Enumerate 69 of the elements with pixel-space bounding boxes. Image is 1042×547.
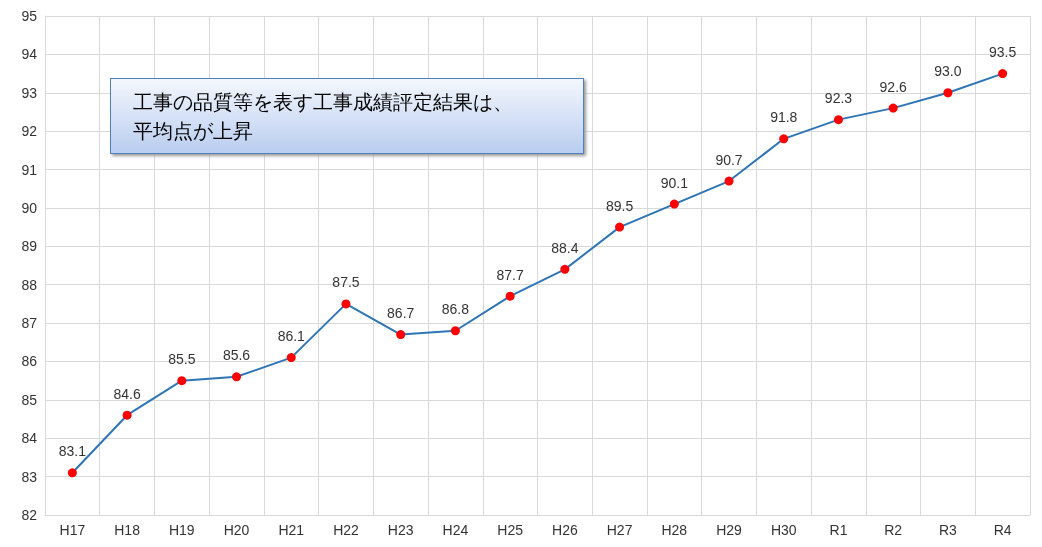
x-tick-label: H21	[278, 522, 305, 538]
point	[833, 115, 843, 125]
y-tick-label: 91	[21, 161, 38, 178]
point	[615, 222, 625, 232]
x-tick-label: H18	[114, 522, 141, 538]
x-tick-label: H27	[606, 522, 633, 538]
y-tick-label: 83	[21, 468, 38, 485]
x-tick-label: H17	[59, 522, 86, 538]
x-tick-label: H20	[223, 522, 250, 538]
point	[888, 103, 898, 113]
data-label: 87.7	[496, 266, 524, 283]
y-tick-label: 92	[21, 123, 38, 140]
point	[669, 199, 679, 209]
x-tick-label: H22	[333, 522, 360, 538]
data-label: 93.5	[989, 44, 1017, 61]
point	[724, 176, 734, 186]
y-tick-label: 94	[21, 46, 38, 63]
point	[450, 326, 460, 336]
data-label: 90.1	[660, 174, 689, 191]
x-tick-label: H30	[770, 522, 797, 538]
y-tick-label: 93	[21, 84, 38, 101]
y-tick-label: 84	[21, 430, 38, 447]
data-label: 92.3	[824, 90, 853, 107]
point	[779, 134, 789, 144]
y-tick-label: 89	[21, 238, 38, 255]
point	[232, 372, 242, 382]
x-tick-label: H28	[661, 522, 688, 538]
y-tick-label: 87	[21, 315, 38, 332]
point	[505, 291, 515, 301]
data-label: 84.6	[113, 385, 141, 402]
x-tick-label: H26	[552, 522, 578, 538]
x-tick-label: H19	[168, 522, 195, 538]
data-label: 85.5	[168, 351, 196, 368]
point	[177, 376, 187, 386]
x-tick-label: R3	[938, 522, 958, 538]
text-box: 工事の品質等を表す工事成績評定結果は、平均点が上昇	[110, 78, 584, 154]
x-tick-label: H29	[716, 522, 743, 538]
data-label: 91.8	[770, 109, 798, 126]
y-tick-label: 82	[21, 507, 38, 523]
x-tick-label: H23	[387, 522, 414, 538]
x-tick-label: H24	[442, 522, 469, 538]
y-tick-label: 85	[21, 391, 38, 408]
y-tick-label: 95	[21, 8, 38, 24]
y-tick-label: 86	[21, 353, 38, 370]
y-tick-label: 88	[21, 276, 38, 293]
point	[943, 88, 953, 98]
point	[396, 330, 406, 340]
point	[122, 410, 132, 420]
data-label: 88.4	[551, 239, 579, 256]
x-tick-label: R1	[829, 522, 848, 538]
y-tick-label: 90	[21, 199, 38, 216]
data-label: 86.8	[441, 301, 470, 318]
data-label: 86.1	[277, 328, 306, 345]
data-label: 89.5	[605, 197, 634, 214]
point	[998, 69, 1008, 79]
point	[341, 299, 351, 309]
point	[560, 264, 570, 274]
x-tick-label: H25	[497, 522, 524, 538]
x-tick-label: R2	[884, 522, 903, 538]
point	[67, 468, 77, 478]
data-label: 92.6	[879, 78, 908, 95]
data-label: 83.1	[58, 443, 87, 460]
data-label: 86.7	[387, 305, 415, 322]
data-label: 85.6	[222, 347, 251, 364]
data-label: 93.0	[934, 63, 962, 80]
x-tick-label: R4	[993, 522, 1012, 538]
data-label: 90.7	[715, 151, 743, 168]
point	[286, 353, 296, 363]
data-label: 87.5	[332, 274, 360, 291]
